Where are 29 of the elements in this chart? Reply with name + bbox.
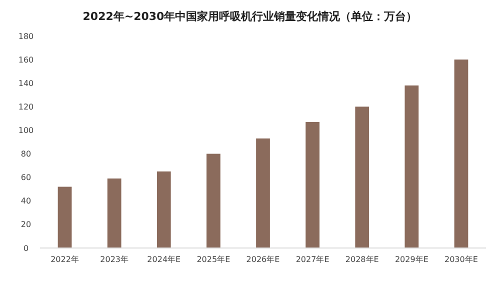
y-tick-label: 100 [18, 126, 34, 136]
bar [156, 171, 171, 248]
x-tick-label: 2030年E [444, 255, 478, 264]
bar [306, 122, 320, 248]
x-tick-label: 2027年E [296, 255, 330, 264]
x-tick-label: 2024年E [147, 255, 181, 264]
x-tick-label: 2022年 [50, 255, 79, 264]
x-tick-label: 2025年E [196, 255, 230, 264]
bar [58, 186, 72, 248]
y-tick-label: 20 [20, 220, 32, 230]
bar [107, 178, 122, 248]
y-tick-label: 60 [20, 173, 32, 182]
y-tick-label: 80 [20, 150, 32, 159]
y-tick-label: 140 [18, 78, 34, 88]
bar [256, 138, 270, 248]
bar [454, 60, 468, 248]
x-tick-label: 2029年E [394, 255, 428, 264]
x-tick-label: 2026年E [246, 255, 280, 264]
y-tick-label: 40 [20, 196, 32, 206]
y-tick-label: 120 [18, 102, 34, 112]
y-tick-label: 160 [18, 55, 34, 64]
y-tick-label: 0 [23, 244, 29, 253]
bar [404, 85, 419, 248]
x-tick-label: 2023年 [100, 255, 129, 264]
x-tick-label: 2028年E [345, 255, 379, 264]
bar [206, 154, 220, 248]
chart-title: 2022年~2030年中国家用呼吸机行业销量变化情况（单位：万台） [82, 10, 418, 23]
bar [355, 106, 370, 248]
y-tick-label: 180 [18, 32, 34, 41]
